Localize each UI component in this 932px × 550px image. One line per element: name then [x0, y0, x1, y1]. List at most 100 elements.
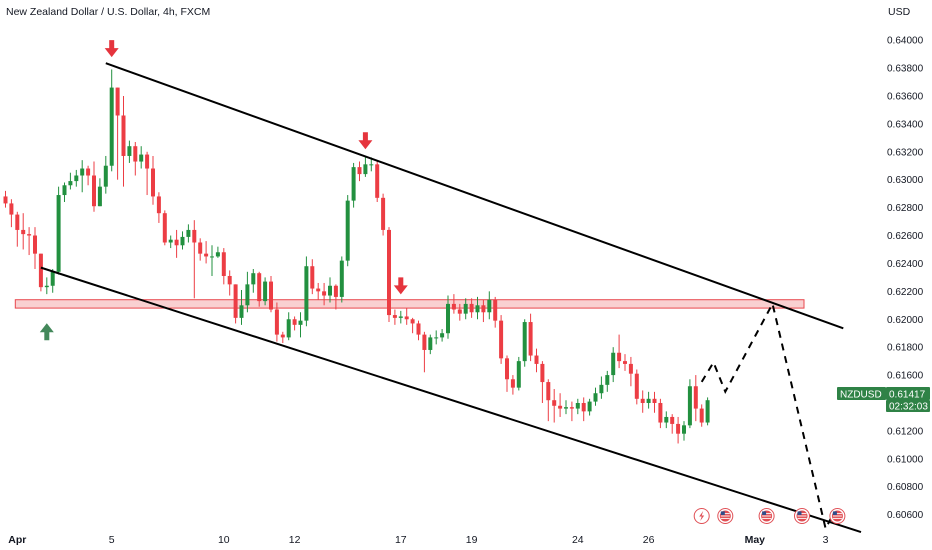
y-tick-label: 0.62000: [887, 315, 924, 326]
candle-body: [156, 196, 161, 214]
candle-body: [664, 416, 669, 423]
y-tick-label: 0.62200: [887, 287, 924, 298]
candle-body: [286, 319, 291, 338]
candle-body: [658, 402, 663, 423]
candle-body: [44, 285, 49, 288]
candle-body: [127, 146, 132, 156]
candle-body: [103, 165, 108, 187]
candle-body: [145, 154, 150, 169]
candle-body: [499, 320, 504, 359]
candle-body: [617, 352, 622, 362]
x-tick-label: 17: [395, 534, 407, 546]
candle-body: [221, 252, 226, 276]
candle-body: [682, 425, 686, 434]
event-icon-flag-canton: [720, 511, 725, 515]
candle-body: [86, 168, 91, 176]
candle-body: [392, 315, 397, 318]
candle-body: [80, 168, 85, 176]
candle-body: [416, 323, 421, 335]
event-icon-flag-canton: [797, 511, 802, 515]
candle-body: [239, 305, 244, 318]
event-lightning-icon[interactable]: [693, 508, 710, 524]
resistance-zone-layer: [14, 299, 805, 309]
events-layer[interactable]: [693, 508, 846, 524]
candle-body: [210, 256, 214, 258]
candle-body: [92, 175, 96, 207]
candle-body: [109, 87, 114, 166]
candle-body: [3, 196, 8, 204]
candle-body: [475, 305, 480, 313]
time-axis[interactable]: Apr 5 10 12 17 19 24 26 May 3: [8, 534, 828, 546]
candle-body: [180, 236, 185, 246]
candle-body: [174, 239, 179, 246]
resistance-zone: [14, 299, 805, 309]
event-us-flag-icon-4[interactable]: [829, 508, 846, 524]
candle-body: [693, 386, 698, 409]
candle-body: [628, 363, 633, 374]
candle-body: [269, 281, 273, 310]
lower-channel-line: [40, 266, 862, 534]
trendlines-layer: [40, 62, 862, 534]
candle-body: [552, 400, 557, 406]
candle-body: [357, 167, 362, 175]
price-axis[interactable]: 0.64000 0.63800 0.63600 0.63400 0.63200 0.630…: [887, 36, 924, 522]
candle-body: [463, 303, 468, 314]
candle-body: [215, 252, 220, 257]
candle-body: [333, 285, 338, 297]
candle-body: [245, 284, 250, 306]
candle-body: [457, 309, 462, 314]
x-tick-label: Apr: [8, 534, 26, 546]
candle-body: [705, 400, 710, 423]
price-tag-countdown-bg: [886, 400, 930, 412]
candle-body: [56, 195, 61, 272]
candle-body: [115, 87, 120, 116]
candle-body: [304, 266, 309, 321]
candle-body: [469, 303, 474, 313]
event-us-flag-icon-1[interactable]: [717, 508, 734, 524]
signals-layer: [39, 40, 408, 341]
candle-body: [634, 373, 639, 399]
candle-body: [280, 334, 285, 338]
candle-body: [387, 229, 391, 316]
candle-body: [375, 164, 380, 198]
y-tick-label: 0.63000: [887, 175, 924, 186]
candle-body: [68, 181, 73, 186]
candle-body: [50, 271, 55, 286]
candle-body: [546, 382, 551, 401]
x-tick-label: 19: [466, 534, 478, 546]
event-icon-flag-canton: [762, 511, 767, 515]
candle-body: [687, 386, 692, 426]
candle-body: [516, 361, 521, 388]
candle-body: [534, 355, 539, 364]
candle-body: [186, 229, 191, 237]
candle-body: [487, 299, 492, 313]
candle-body: [398, 316, 403, 318]
y-tick-label: 0.61600: [887, 371, 924, 382]
candle-body: [292, 319, 297, 325]
y-tick-label: 0.62800: [887, 203, 924, 214]
y-tick-label: 0.62400: [887, 259, 924, 270]
candle-body: [198, 242, 203, 254]
candle-body: [428, 337, 433, 350]
x-tick-label: 3: [823, 534, 829, 546]
chart-title: New Zealand Dollar / U.S. Dollar, 4h, FX…: [6, 6, 211, 18]
price-tag-price-bg: [886, 387, 930, 400]
y-tick-label: 0.61200: [887, 426, 924, 437]
y-tick-label: 0.64000: [887, 36, 924, 47]
candle-body: [581, 402, 586, 412]
y-tick-label: 0.61000: [887, 454, 924, 465]
candle-body: [133, 146, 138, 162]
candle-body: [316, 288, 321, 292]
event-icon-bolt: [699, 511, 705, 521]
candle-body: [505, 358, 509, 380]
event-us-flag-icon-2[interactable]: [758, 508, 775, 524]
candle-body: [351, 167, 356, 201]
candle-body: [575, 402, 580, 409]
currency-label: USD: [888, 6, 911, 18]
price-tag-symbol-bg: [837, 387, 886, 400]
candle-body: [404, 316, 409, 320]
candle-body: [328, 285, 332, 296]
event-us-flag-icon-3[interactable]: [794, 508, 810, 524]
candle-body: [274, 309, 279, 335]
